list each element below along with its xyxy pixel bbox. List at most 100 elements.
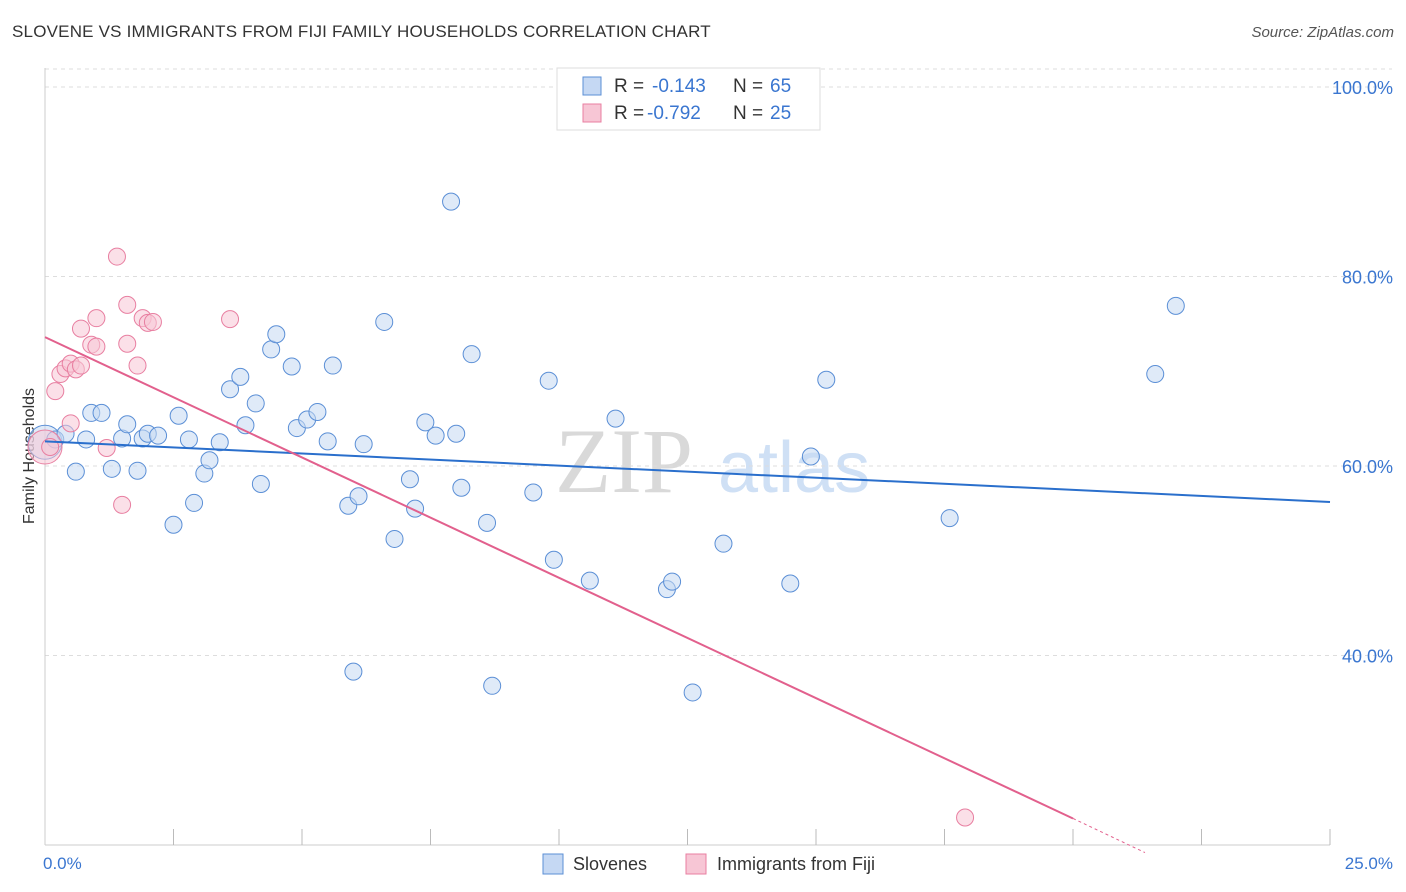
slovenes-point bbox=[580, 571, 599, 590]
fiji-point bbox=[46, 382, 65, 401]
fiji-point bbox=[71, 319, 90, 338]
slovenes-point bbox=[426, 426, 445, 445]
slovenes-point bbox=[385, 529, 404, 548]
fiji-point bbox=[128, 356, 147, 375]
slovenes-point bbox=[149, 426, 168, 445]
fiji-point bbox=[143, 312, 162, 331]
slovenes-point bbox=[231, 367, 250, 386]
slovenes-point bbox=[483, 676, 502, 695]
fiji-point bbox=[221, 310, 240, 329]
watermark: ZIP atlas bbox=[555, 410, 870, 512]
slovenes-point bbox=[478, 513, 497, 532]
fiji-point bbox=[118, 295, 137, 314]
stats-legend-r-value-2: -0.792 bbox=[647, 103, 701, 124]
slovenes-trend-line bbox=[44, 440, 1331, 503]
fiji-point bbox=[113, 495, 132, 514]
fiji-point bbox=[87, 337, 106, 356]
slovenes-point bbox=[714, 534, 733, 553]
legend-label-fiji: Immigrants from Fiji bbox=[717, 854, 875, 874]
slovenes-point bbox=[354, 435, 373, 454]
slovenes-point bbox=[118, 415, 137, 434]
slovenes-point bbox=[128, 461, 147, 480]
slovenes-point bbox=[323, 356, 342, 375]
source-label: Source: ZipAtlas.com bbox=[1251, 24, 1394, 41]
slovenes-point bbox=[318, 432, 337, 451]
fiji-point bbox=[61, 414, 80, 433]
fiji-point bbox=[97, 438, 116, 457]
slovenes-point bbox=[179, 430, 198, 449]
slovenes-point bbox=[92, 403, 111, 422]
fiji-point bbox=[71, 356, 90, 375]
y-tick-label-40: 40.0% bbox=[1342, 646, 1393, 666]
grid-lines bbox=[45, 68, 1392, 656]
slovenes-point bbox=[1146, 365, 1165, 384]
slovenes-point bbox=[282, 357, 301, 376]
slovenes-point bbox=[221, 380, 240, 399]
slovenes-point bbox=[1166, 296, 1185, 315]
trend-lines bbox=[44, 336, 1331, 854]
slovenes-point bbox=[210, 433, 229, 452]
slovenes-point bbox=[447, 424, 466, 443]
slovenes-point bbox=[544, 550, 563, 569]
slovenes-point bbox=[185, 493, 204, 512]
slovenes-point bbox=[663, 572, 682, 591]
slovenes-point bbox=[200, 451, 219, 470]
x-tick-label-max: 25.0% bbox=[1345, 854, 1393, 873]
stats-legend-swatch-blue bbox=[582, 76, 602, 96]
fiji-points bbox=[27, 247, 975, 827]
stats-legend: R = -0.143 N = 65 R = -0.792 N = 25 bbox=[556, 67, 821, 131]
slovenes-point bbox=[164, 515, 183, 534]
slovenes-point bbox=[251, 474, 270, 493]
fiji-trend-line bbox=[44, 336, 1074, 820]
watermark-atlas: atlas bbox=[718, 428, 870, 508]
slovenes-point bbox=[539, 371, 558, 390]
stats-legend-swatch-pink bbox=[582, 103, 602, 123]
slovenes-point bbox=[801, 447, 820, 466]
legend-swatch-slovenes bbox=[542, 853, 564, 875]
slovenes-point bbox=[349, 487, 368, 506]
y-tick-label-80: 80.0% bbox=[1342, 267, 1393, 287]
slovenes-point bbox=[462, 345, 481, 364]
slovenes-point bbox=[416, 413, 435, 432]
series-legend: Slovenes Immigrants from Fiji bbox=[542, 853, 875, 875]
y-tick-label-100: 100.0% bbox=[1332, 78, 1393, 98]
chart-title: SLOVENE VS IMMIGRANTS FROM FIJI FAMILY H… bbox=[12, 22, 711, 41]
stats-legend-r-value-1: -0.143 bbox=[652, 76, 706, 97]
slovenes-point bbox=[308, 402, 327, 421]
fiji-point bbox=[956, 808, 975, 827]
slovenes-point bbox=[375, 312, 394, 331]
x-ticks bbox=[173, 829, 1331, 845]
slovenes-point bbox=[262, 340, 281, 359]
stats-legend-n-label-2: N = bbox=[733, 103, 763, 124]
slovenes-point bbox=[400, 470, 419, 489]
slovenes-point bbox=[77, 430, 96, 449]
slovenes-point bbox=[452, 478, 471, 497]
y-axis-title: Family Households bbox=[21, 388, 38, 524]
slovenes-point bbox=[169, 406, 188, 425]
watermark-zip: ZIP bbox=[555, 410, 693, 512]
slovenes-point bbox=[344, 662, 363, 681]
legend-label-slovenes: Slovenes bbox=[573, 854, 647, 874]
slovenes-point bbox=[606, 409, 625, 428]
slovenes-point bbox=[246, 394, 265, 413]
fiji-point bbox=[87, 309, 106, 328]
stats-legend-r-label-1: R = bbox=[614, 76, 644, 97]
stats-legend-n-value-2: 25 bbox=[770, 103, 791, 124]
slovenes-point bbox=[66, 462, 85, 481]
legend-swatch-fiji bbox=[685, 853, 707, 875]
y-tick-label-60: 60.0% bbox=[1342, 457, 1393, 477]
y-tick-labels: 40.0% 60.0% 80.0% 100.0% bbox=[1332, 78, 1393, 667]
slovenes-point bbox=[102, 459, 121, 478]
slovenes-point bbox=[683, 683, 702, 702]
fiji-trend-extension bbox=[1072, 818, 1146, 854]
fiji-point bbox=[118, 334, 137, 353]
slovenes-point bbox=[524, 483, 543, 502]
stats-legend-r-label-2: R = bbox=[614, 103, 644, 124]
fiji-point bbox=[107, 247, 126, 266]
stats-legend-n-label-1: N = bbox=[733, 76, 763, 97]
x-tick-label-min: 0.0% bbox=[43, 854, 82, 873]
slovenes-point bbox=[781, 574, 800, 593]
slovenes-point bbox=[442, 192, 461, 211]
slovenes-point bbox=[940, 509, 959, 528]
